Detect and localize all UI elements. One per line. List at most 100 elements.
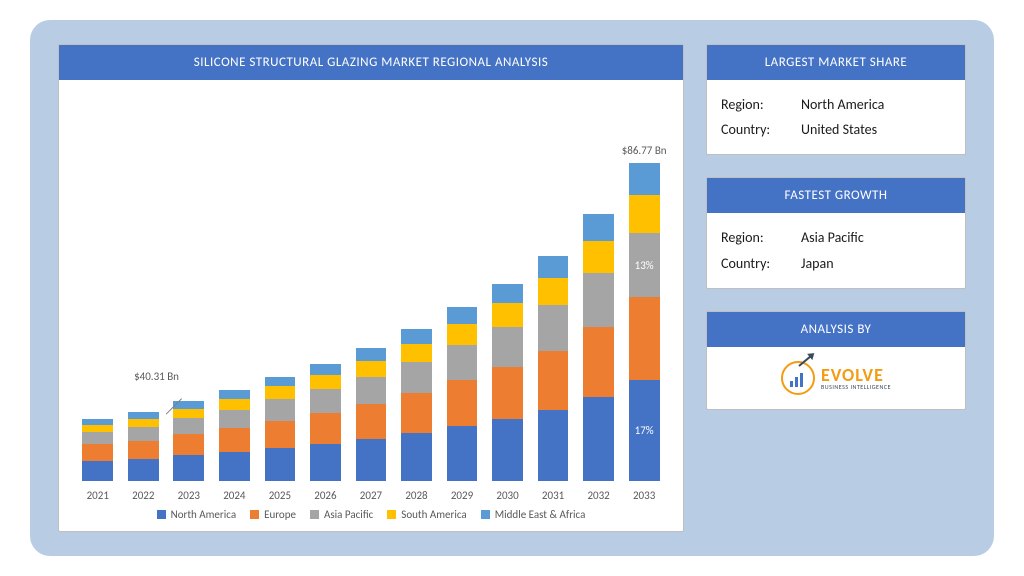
bar-seg	[447, 307, 478, 324]
fastest-growth-country: Country: Japan	[721, 251, 951, 276]
bar-seg	[310, 375, 341, 389]
bar-seg	[219, 452, 250, 481]
chart-plot: $40.31 Bn 17% 13% $86.77 Bn	[73, 90, 669, 485]
legend-swatch	[387, 510, 396, 519]
bar-seg	[538, 410, 569, 482]
bar-seg	[265, 448, 296, 481]
xaxis-tick: 2024	[216, 489, 254, 502]
legend-label: North America	[171, 508, 237, 521]
evolve-logo: EVOLVE BUSINESS INTELLIGENCE	[781, 361, 891, 395]
chart-card: SILICONE STRUCTURAL GLAZING MARKET REGIO…	[58, 44, 684, 532]
bar-seg	[219, 399, 250, 410]
logo-sub-text: BUSINESS INTELLIGENCE	[821, 384, 891, 390]
value: Japan	[801, 251, 834, 276]
legend-item: Europe	[250, 508, 296, 521]
bar-seg	[128, 412, 159, 419]
segment-label: 17%	[635, 424, 654, 437]
xaxis-tick: 2021	[79, 489, 117, 502]
bar-seg	[356, 439, 387, 481]
bar-seg	[401, 433, 432, 481]
xaxis-tick: 2028	[398, 489, 436, 502]
legend-item: Asia Pacific	[310, 508, 373, 521]
bar-2030	[489, 284, 527, 481]
bar-seg	[310, 389, 341, 413]
bar-seg	[356, 377, 387, 404]
largest-share-body: Region: North America Country: United St…	[707, 80, 965, 154]
xaxis-tick: 2022	[125, 489, 163, 502]
logo-main-text: EVOLVE	[821, 366, 891, 384]
bar-seg	[128, 459, 159, 481]
bar-seg	[538, 278, 569, 306]
legend-item: South America	[387, 508, 466, 521]
bar-seg	[629, 297, 660, 380]
xaxis-tick: 2027	[352, 489, 390, 502]
label: Region:	[721, 225, 793, 250]
xaxis-tick: 2033	[625, 489, 663, 502]
bar-seg	[447, 324, 478, 345]
xaxis-tick: 2032	[580, 489, 618, 502]
label: Region:	[721, 92, 793, 117]
xaxis-tick: 2029	[443, 489, 481, 502]
bar-2021	[79, 419, 117, 481]
bar-seg	[128, 427, 159, 441]
largest-share-card: LARGEST MARKET SHARE Region: North Ameri…	[706, 44, 966, 155]
bar-seg	[356, 404, 387, 439]
bar-seg	[629, 195, 660, 233]
fastest-growth-title: FASTEST GROWTH	[707, 178, 965, 213]
bar-seg	[538, 305, 569, 351]
bar-2023: $40.31 Bn	[170, 401, 208, 481]
analysis-by-body: EVOLVE BUSINESS INTELLIGENCE	[707, 347, 965, 409]
evolve-logo-icon	[781, 361, 815, 395]
bar-seg	[173, 409, 204, 418]
legend-label: Middle East & Africa	[495, 508, 586, 521]
label: Country:	[721, 251, 793, 276]
bar-seg	[173, 418, 204, 434]
xaxis-tick: 2030	[489, 489, 527, 502]
bar-seg: 13%	[629, 233, 660, 297]
bar-seg	[401, 362, 432, 393]
bar-2033: 17%13%$86.77 Bn	[625, 163, 663, 481]
value: United States	[801, 117, 877, 142]
bar-2031	[534, 256, 572, 481]
value: North America	[801, 92, 884, 117]
bar-2022	[125, 412, 163, 481]
bar-seg	[356, 361, 387, 377]
bar-seg	[583, 273, 614, 327]
bar-seg	[538, 351, 569, 410]
bar-2028	[398, 329, 436, 481]
segment-label: 13%	[635, 259, 654, 272]
chart-title: SILICONE STRUCTURAL GLAZING MARKET REGIO…	[59, 45, 683, 80]
legend-label: South America	[401, 508, 466, 521]
xaxis-tick: 2023	[170, 489, 208, 502]
bar-seg	[310, 444, 341, 481]
bar-seg	[173, 455, 204, 481]
bar-seg	[356, 348, 387, 361]
chart-xaxis: 2021202220232024202520262027202820292030…	[73, 485, 669, 502]
callout-label: $40.31 Bn	[134, 370, 179, 383]
bar-seg	[310, 413, 341, 444]
legend-item: North America	[157, 508, 237, 521]
fastest-growth-region: Region: Asia Pacific	[721, 225, 951, 250]
bar-seg	[265, 421, 296, 449]
largest-share-title: LARGEST MARKET SHARE	[707, 45, 965, 80]
bar-seg	[82, 444, 113, 461]
analysis-by-title: ANALYSIS BY	[707, 312, 965, 347]
xaxis-tick: 2031	[534, 489, 572, 502]
bar-seg	[401, 393, 432, 433]
bar-seg	[447, 380, 478, 426]
value: Asia Pacific	[801, 225, 864, 250]
bar-seg	[538, 256, 569, 278]
bar-seg	[82, 425, 113, 432]
bar-seg: 17%	[629, 380, 660, 481]
bar-seg	[219, 428, 250, 452]
bar-seg	[447, 426, 478, 481]
legend-swatch	[250, 510, 259, 519]
side-panel: LARGEST MARKET SHARE Region: North Ameri…	[706, 44, 966, 532]
bar-seg	[583, 327, 614, 397]
bar-seg	[492, 327, 523, 367]
legend-swatch	[157, 510, 166, 519]
xaxis-tick: 2026	[307, 489, 345, 502]
bar-seg	[492, 367, 523, 418]
bar-seg	[583, 241, 614, 273]
callout-label: $86.77 Bn	[622, 144, 667, 157]
